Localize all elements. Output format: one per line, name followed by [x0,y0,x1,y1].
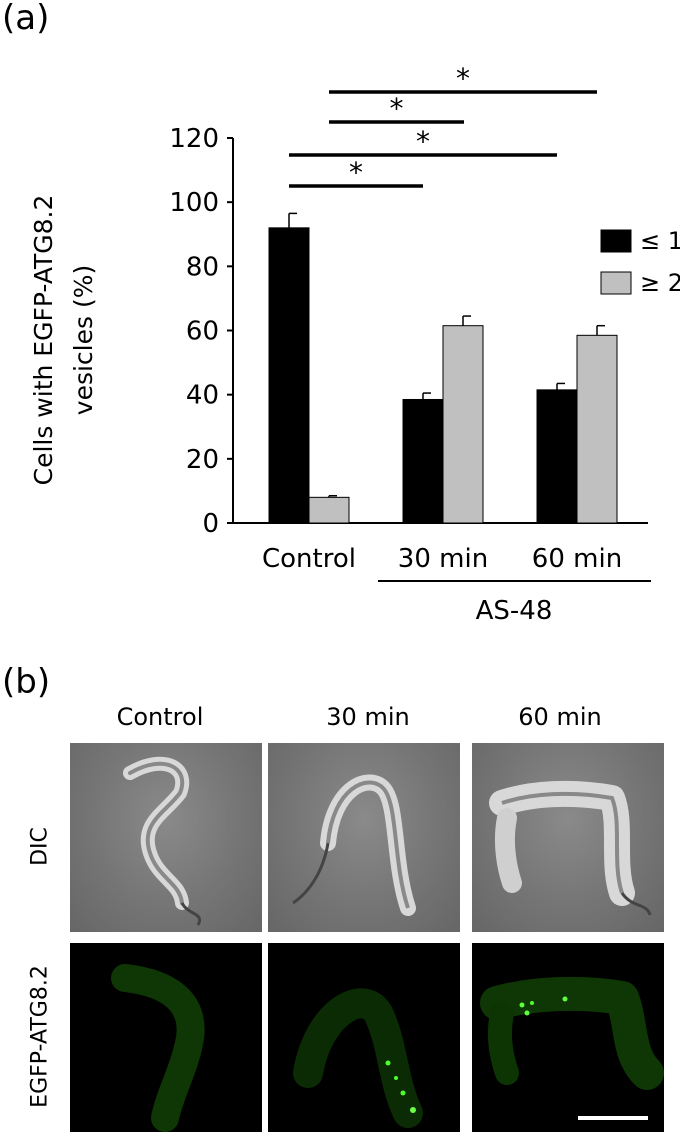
bar [442,325,484,524]
dic-image-30min [268,743,460,932]
bar [268,227,310,524]
row-header-dic: DIC [27,827,53,866]
bar [308,496,350,524]
x-tick-label: Control [262,544,356,574]
scale-bar [578,1116,648,1120]
x-tick-label: 30 min [398,544,488,574]
x-tick-label: 60 min [532,544,622,574]
panel-b-label: (b) [2,662,51,702]
y-axis-label-line2: vesicles (%) [69,265,98,415]
column-header-60min: 60 min [518,703,602,731]
dic-image-control [70,743,262,932]
legend-swatch [600,271,632,295]
significance-star: * [349,156,363,189]
group-label: AS-48 [476,596,553,626]
row-header-egfp: EGFP-ATG8.2 [27,965,53,1108]
y-tick-label: 60 [186,317,219,347]
y-tick-label: 100 [169,188,219,218]
y-tick-label: 20 [186,445,219,475]
y-tick-label: 120 [169,124,219,154]
y-tick-label: 80 [186,252,219,282]
dic-image-60min [472,743,664,932]
bar [576,334,618,524]
column-header-30min: 30 min [326,703,410,731]
legend-label: ≤ 1 [640,227,680,255]
legend-swatch [600,229,632,253]
bar-chart: 0 20 40 60 80 100 120 Cells with EGFP-ATG8.2 ves… [29,62,680,626]
bar [402,398,444,524]
y-tick-label: 0 [202,509,219,539]
bar [536,389,578,524]
panel-a-label: (a) [2,0,50,38]
column-header-control: Control [116,703,204,731]
significance-star: * [390,92,404,125]
legend-label: ≥ 2 [640,269,680,297]
significance-star: * [456,62,470,95]
egfp-image-30min [268,943,460,1132]
egfp-image-60min [472,943,664,1132]
egfp-image-control [70,943,262,1132]
significance-star: * [416,125,430,158]
y-axis-label-line1: Cells with EGFP-ATG8.2 [29,195,58,486]
y-tick-label: 40 [186,381,219,411]
